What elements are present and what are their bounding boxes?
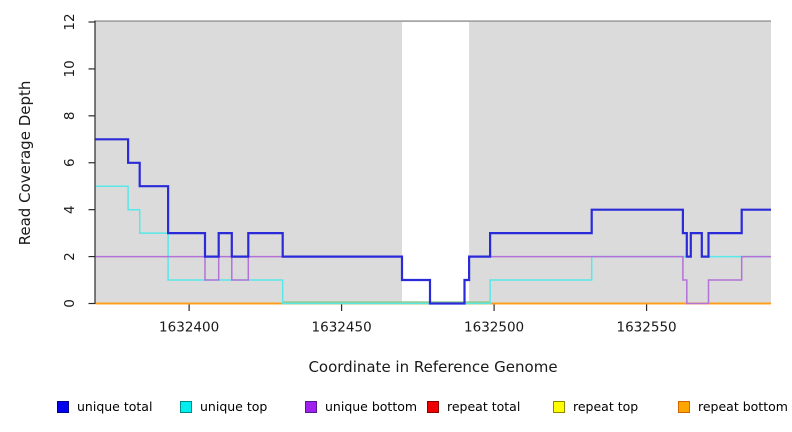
legend-item-repeat-top: repeat top [553, 399, 638, 415]
legend-label: repeat bottom [698, 399, 788, 414]
y-tick-label: 6 [62, 158, 78, 167]
y-tick-label: 2 [62, 252, 78, 261]
series-line-unique-total [95, 138, 771, 305]
x-axis-title: Coordinate in Reference Genome [308, 358, 557, 376]
legend-swatch-unique-top [180, 401, 192, 413]
y-tick-label: 4 [62, 205, 78, 214]
coverage-gap-band [401, 22, 470, 304]
legend-label: unique total [77, 399, 153, 414]
legend-swatch-repeat-top [553, 401, 565, 413]
legend-item-unique-bottom: unique bottom [305, 399, 417, 415]
legend-item-unique-top: unique top [180, 399, 267, 415]
x-tick-label: 1632400 [159, 320, 219, 336]
y-tick-label: 0 [62, 299, 78, 308]
chart-generated-layer: 0 2 4 6 8 10 12 1632400 1632450 1632500 1632550 [62, 13, 771, 336]
legend-item-repeat-bottom: repeat bottom [678, 399, 788, 415]
legend-swatch-unique-total [57, 401, 69, 413]
legend-item-unique-total: unique total [57, 399, 152, 415]
y-tick-label: 10 [62, 60, 78, 77]
legend-swatch-repeat-bottom [678, 401, 690, 413]
y-tick-label: 12 [62, 13, 78, 30]
legend-swatch-unique-bottom [305, 401, 317, 413]
legend-swatch-repeat-total [427, 401, 439, 413]
x-tick-label: 1632500 [464, 320, 524, 336]
y-axis-title: Read Coverage Depth [16, 81, 34, 246]
legend-item-repeat-total: repeat total [427, 399, 520, 415]
x-tick-label: 1632550 [617, 320, 677, 336]
legend-label: repeat top [573, 399, 639, 414]
y-tick-label: 8 [62, 112, 78, 121]
x-tick-label: 1632450 [312, 320, 372, 336]
legend-label: repeat total [447, 399, 521, 414]
legend-label: unique top [200, 399, 268, 414]
legend-label: unique bottom [325, 399, 418, 414]
